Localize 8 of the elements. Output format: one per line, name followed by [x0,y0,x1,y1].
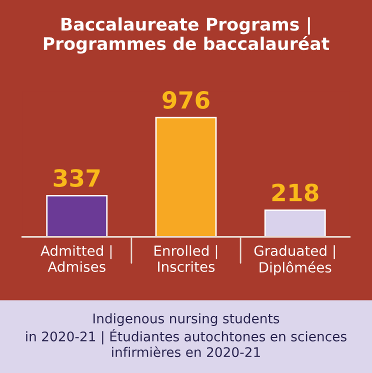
x-tick-label: Graduated | Diplômées [254,245,335,276]
data-label: 218 [272,184,318,202]
chart-title: Baccalaureate Programs | Programmes de baccalauréat [44,17,330,54]
data-label: 976 [162,91,210,109]
x-tick-label: Admitted | Admises [40,245,112,272]
text: Indigenous nursing students in 2020-21 | Étudiantes autochtones en sciences infirmières en 2020-21 [26,313,346,358]
data-label: 337 [54,169,100,187]
x-tick-label: Enrolled | Inscrites [154,245,218,272]
